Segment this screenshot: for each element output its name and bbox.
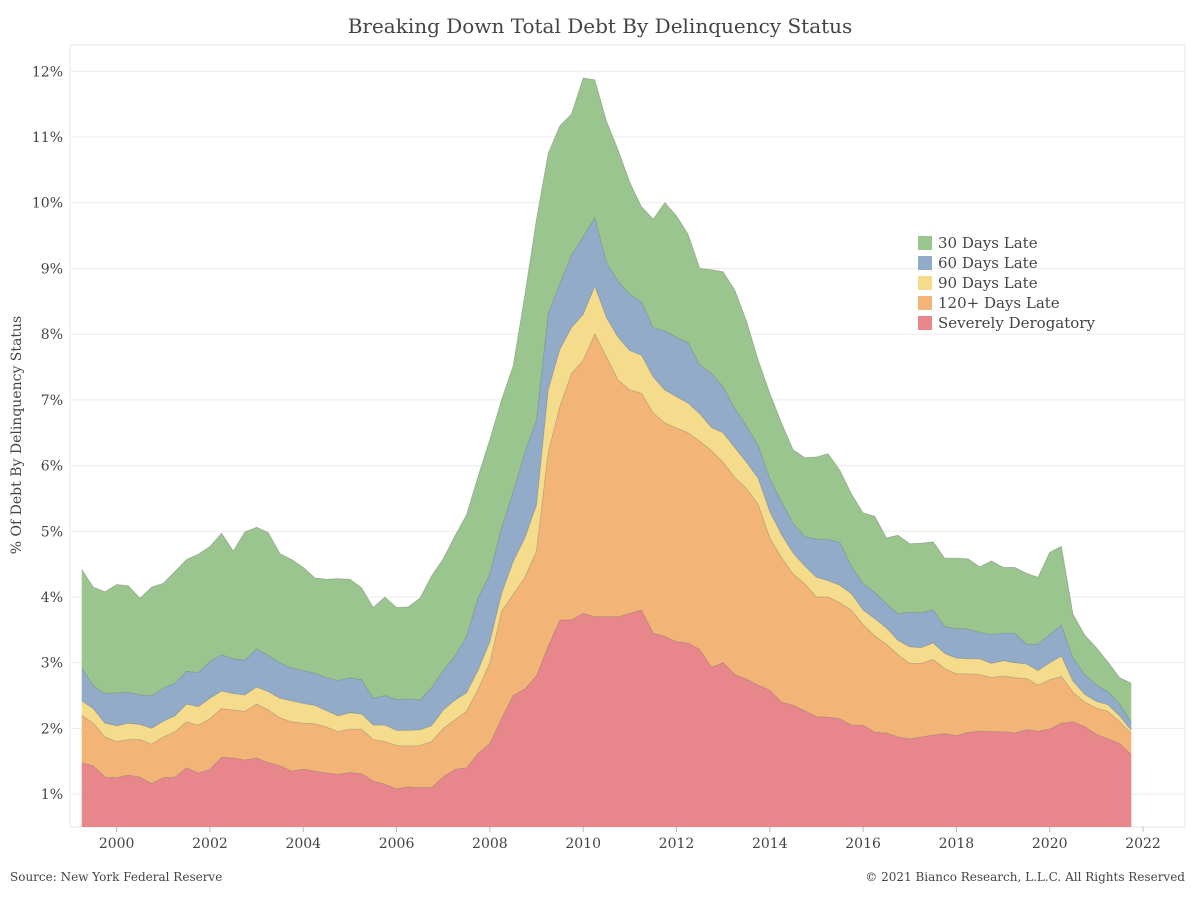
legend-item-120-days-late: 120+ Days Late [918, 293, 1095, 313]
line-120-days-late [81, 333, 1132, 747]
x-tick-label: 2008 [472, 836, 508, 852]
area-120-days-late [81, 334, 1132, 789]
y-tick-label: 8% [41, 327, 63, 343]
legend-item-90-days-late: 90 Days Late [918, 273, 1095, 293]
y-tick-label: 4% [41, 590, 63, 606]
legend-item-30-days-late: 30 Days Late [918, 233, 1095, 253]
y-tick-label: 5% [41, 524, 63, 540]
y-tick-label: 11% [32, 130, 63, 146]
line-60-days-late [81, 216, 1132, 723]
y-tick-label: 12% [32, 64, 63, 80]
legend-swatch-30-days-late [918, 236, 932, 250]
x-tick-label: 2010 [565, 836, 601, 852]
legend-label-90-days-late: 90 Days Late [938, 274, 1038, 292]
area-30-days-late [81, 77, 1132, 723]
x-tick-label: 2020 [1032, 836, 1068, 852]
y-tick-label: 3% [41, 656, 63, 672]
y-tick-label: 2% [41, 721, 63, 737]
source-note: Source: New York Federal Reserve [10, 870, 223, 884]
legend-label-30-days-late: 30 Days Late [938, 234, 1038, 252]
x-tick-label: 2006 [379, 836, 415, 852]
y-tick-label: 7% [41, 393, 63, 409]
legend-swatch-severely-derogatory [918, 316, 932, 330]
copyright-note: © 2021 Bianco Research, L.L.C. All Right… [865, 870, 1185, 884]
legend-label-120-days-late: 120+ Days Late [938, 294, 1060, 312]
x-tick-label: 2022 [1125, 836, 1161, 852]
legend: 30 Days Late 60 Days Late 90 Days Late 1… [918, 233, 1095, 333]
legend-label-60-days-late: 60 Days Late [938, 254, 1038, 272]
x-tick-label: 2014 [752, 836, 788, 852]
chart-title: Breaking Down Total Debt By Delinquency … [347, 14, 853, 38]
legend-label-severely-derogatory: Severely Derogatory [938, 314, 1095, 332]
legend-swatch-120-days-late [918, 296, 932, 310]
legend-swatch-90-days-late [918, 276, 932, 290]
x-tick-label: 2018 [939, 836, 975, 852]
line-90-days-late [81, 285, 1132, 731]
x-tick-label: 2016 [845, 836, 881, 852]
line-severely-derogatory [81, 609, 1132, 790]
legend-swatch-60-days-late [918, 256, 932, 270]
x-tick-label: 2002 [192, 836, 228, 852]
y-tick-label: 9% [41, 261, 63, 277]
x-tick-label: 2000 [99, 836, 135, 852]
x-tick-label: 2004 [285, 836, 321, 852]
x-tick-label: 2012 [659, 836, 695, 852]
area-severely-derogatory [81, 610, 1132, 827]
y-tick-label: 6% [41, 459, 63, 475]
area-60-days-late [81, 217, 1132, 731]
y-tick-label: 1% [41, 787, 63, 803]
line-30-days-late [81, 77, 1132, 684]
legend-item-severely-derogatory: Severely Derogatory [918, 313, 1095, 333]
legend-item-60-days-late: 60 Days Late [918, 253, 1095, 273]
y-tick-label: 10% [32, 196, 63, 212]
